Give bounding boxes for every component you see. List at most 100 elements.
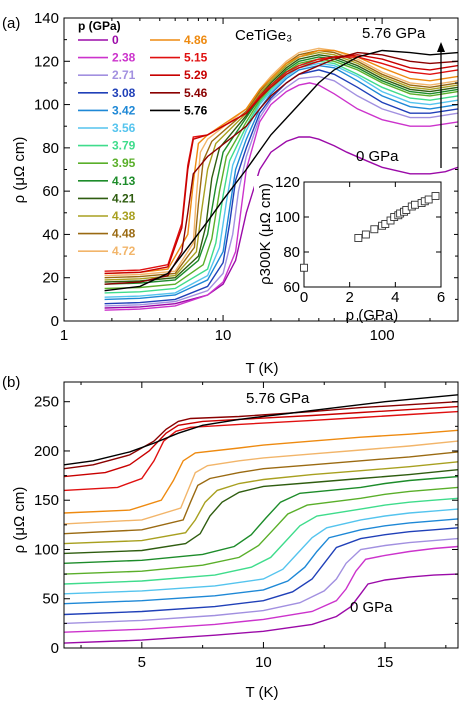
legend-entry: 4.86 (184, 33, 208, 47)
y-tick-label: 40 (42, 226, 59, 243)
legend-entry: 4.21 (112, 191, 136, 205)
panel-b-y-tick-label: 0 (51, 640, 59, 657)
inset-point (431, 192, 440, 200)
y-tick-label: 140 (34, 10, 59, 27)
panel-b-series-line-3-08 (64, 527, 458, 616)
annotation-top-pressure: 5.76 GPa (362, 25, 426, 42)
panel-b-annotation-top: 5.76 GPa (246, 390, 310, 407)
series-line-3-79 (104, 60, 458, 294)
series-line-3-08 (104, 69, 458, 305)
y-tick-label: 80 (42, 140, 59, 157)
inset-chart: 0 2 4 6 60 80 100 120 ρ300K (μΩ cm) p (GPa) (254, 174, 454, 324)
panel-b-x-tick-label: 5 (138, 654, 146, 671)
inset-y-tick-label: 80 (283, 244, 300, 261)
panel-b-y-tick-label: 100 (34, 541, 59, 558)
series-line-3-42 (104, 64, 458, 301)
legend-entry: 5.29 (184, 68, 208, 82)
series-line-5-76 (104, 49, 458, 292)
panel-b-series-line-0 (64, 573, 458, 644)
x-tick-label: 10 (215, 327, 232, 344)
y-tick-label: 60 (42, 183, 59, 200)
inset-point (370, 225, 379, 234)
panel-b-series-line-5-46 (64, 401, 458, 470)
panel-a-label: (a) (2, 15, 20, 32)
inset-points (300, 192, 440, 272)
legend-entry: 4.38 (112, 209, 136, 223)
inset-point (424, 195, 433, 204)
panel-b-x-tick-label: 10 (255, 654, 272, 671)
inset-x-tick-label: 2 (345, 289, 353, 306)
inset-xlabel: p (GPa) (346, 307, 399, 324)
panel-b-series (64, 394, 458, 644)
panel-a-xlabel: T (K) (245, 360, 278, 377)
series-line-4-38 (104, 51, 458, 281)
pressure-arrow (437, 42, 445, 168)
panel-b-series-line-3-42 (64, 518, 458, 605)
legend-entry: 5.46 (184, 86, 208, 100)
panel-b-y-tick-label: 250 (34, 394, 59, 411)
legend-entry: 3.95 (112, 156, 136, 170)
panel-b-y-tick-label: 200 (34, 443, 59, 460)
inset-x-tick-label: 4 (391, 289, 399, 306)
inset-point (354, 234, 363, 242)
x-tick-label: 1 (60, 327, 68, 344)
panel-b-frame (63, 381, 459, 649)
series-line-2-38 (104, 82, 458, 311)
legend-entry: 3.08 (112, 86, 136, 100)
inset-ylabel: ρ300K (μΩ cm) (257, 183, 274, 285)
series-line-4-72 (104, 47, 458, 277)
panel-b-series-line-4-86 (64, 429, 458, 514)
inset-y-tick-label: 60 (283, 279, 300, 296)
compound-label: CeTiGe₃ (235, 27, 292, 44)
panel-b-series-line-5-29 (64, 405, 458, 478)
panel-b-label: (b) (2, 374, 20, 391)
panel-b-series-line-4-13 (64, 475, 458, 564)
legend-entry: 3.56 (112, 121, 136, 135)
y-tick-label: 120 (34, 53, 59, 70)
panel-b-series-line-4-21 (64, 469, 458, 555)
panel-b-xlabel: T (K) (245, 684, 278, 701)
inset-x-tick-label: 6 (437, 289, 445, 306)
y-tick-label: 20 (42, 270, 59, 287)
panel-b-series-line-2-71 (64, 537, 458, 625)
panel-b-series-line-3-56 (64, 508, 458, 595)
legend-entry: 3.79 (112, 139, 136, 153)
panel-b-x-tick-label: 15 (377, 654, 394, 671)
legend-entry: 5.15 (184, 51, 208, 65)
x-tick-label: 100 (370, 327, 395, 344)
inset-point (361, 230, 370, 239)
inset-axes: 0 2 4 6 60 80 100 120 (275, 174, 445, 306)
inset-y-tick-label: 100 (275, 209, 300, 226)
legend-entry: 2.71 (112, 68, 136, 82)
inset-y-tick-label: 120 (275, 174, 300, 191)
series-line-5-29 (104, 54, 458, 275)
panel-b-y-tick-label: 150 (34, 492, 59, 509)
series-line-2-71 (104, 75, 458, 307)
legend-entry: 3.42 (112, 103, 136, 117)
legend-entry: 5.76 (184, 103, 208, 117)
legend-entry: 4.48 (112, 227, 136, 241)
panel-b-series-line-3-79 (64, 497, 458, 585)
inset-x-tick-label: 0 (300, 289, 308, 306)
panel-b-series-line-4-72 (64, 440, 458, 525)
panel-b-series-line-4-48 (64, 451, 458, 535)
legend-title: p (GPa) (78, 19, 121, 33)
legend-entry: 0 (112, 33, 119, 47)
panel-b-ylabel: ρ (μΩ cm) (11, 487, 28, 554)
legend-entry: 4.13 (112, 174, 136, 188)
series-line-3-56 (104, 62, 458, 298)
inset-point (411, 200, 419, 209)
panel-a-series (104, 47, 458, 311)
panel-a-ylabel: ρ (μΩ cm) (11, 137, 28, 204)
panel-b-series-line-5-76 (64, 394, 458, 466)
legend-entry: 4.72 (112, 244, 136, 258)
panel-b-y-tick-label: 50 (42, 591, 59, 608)
series-line-4-21 (104, 54, 458, 283)
panel-b-series-line-4-38 (64, 461, 458, 545)
series-line-4-86 (104, 49, 458, 275)
